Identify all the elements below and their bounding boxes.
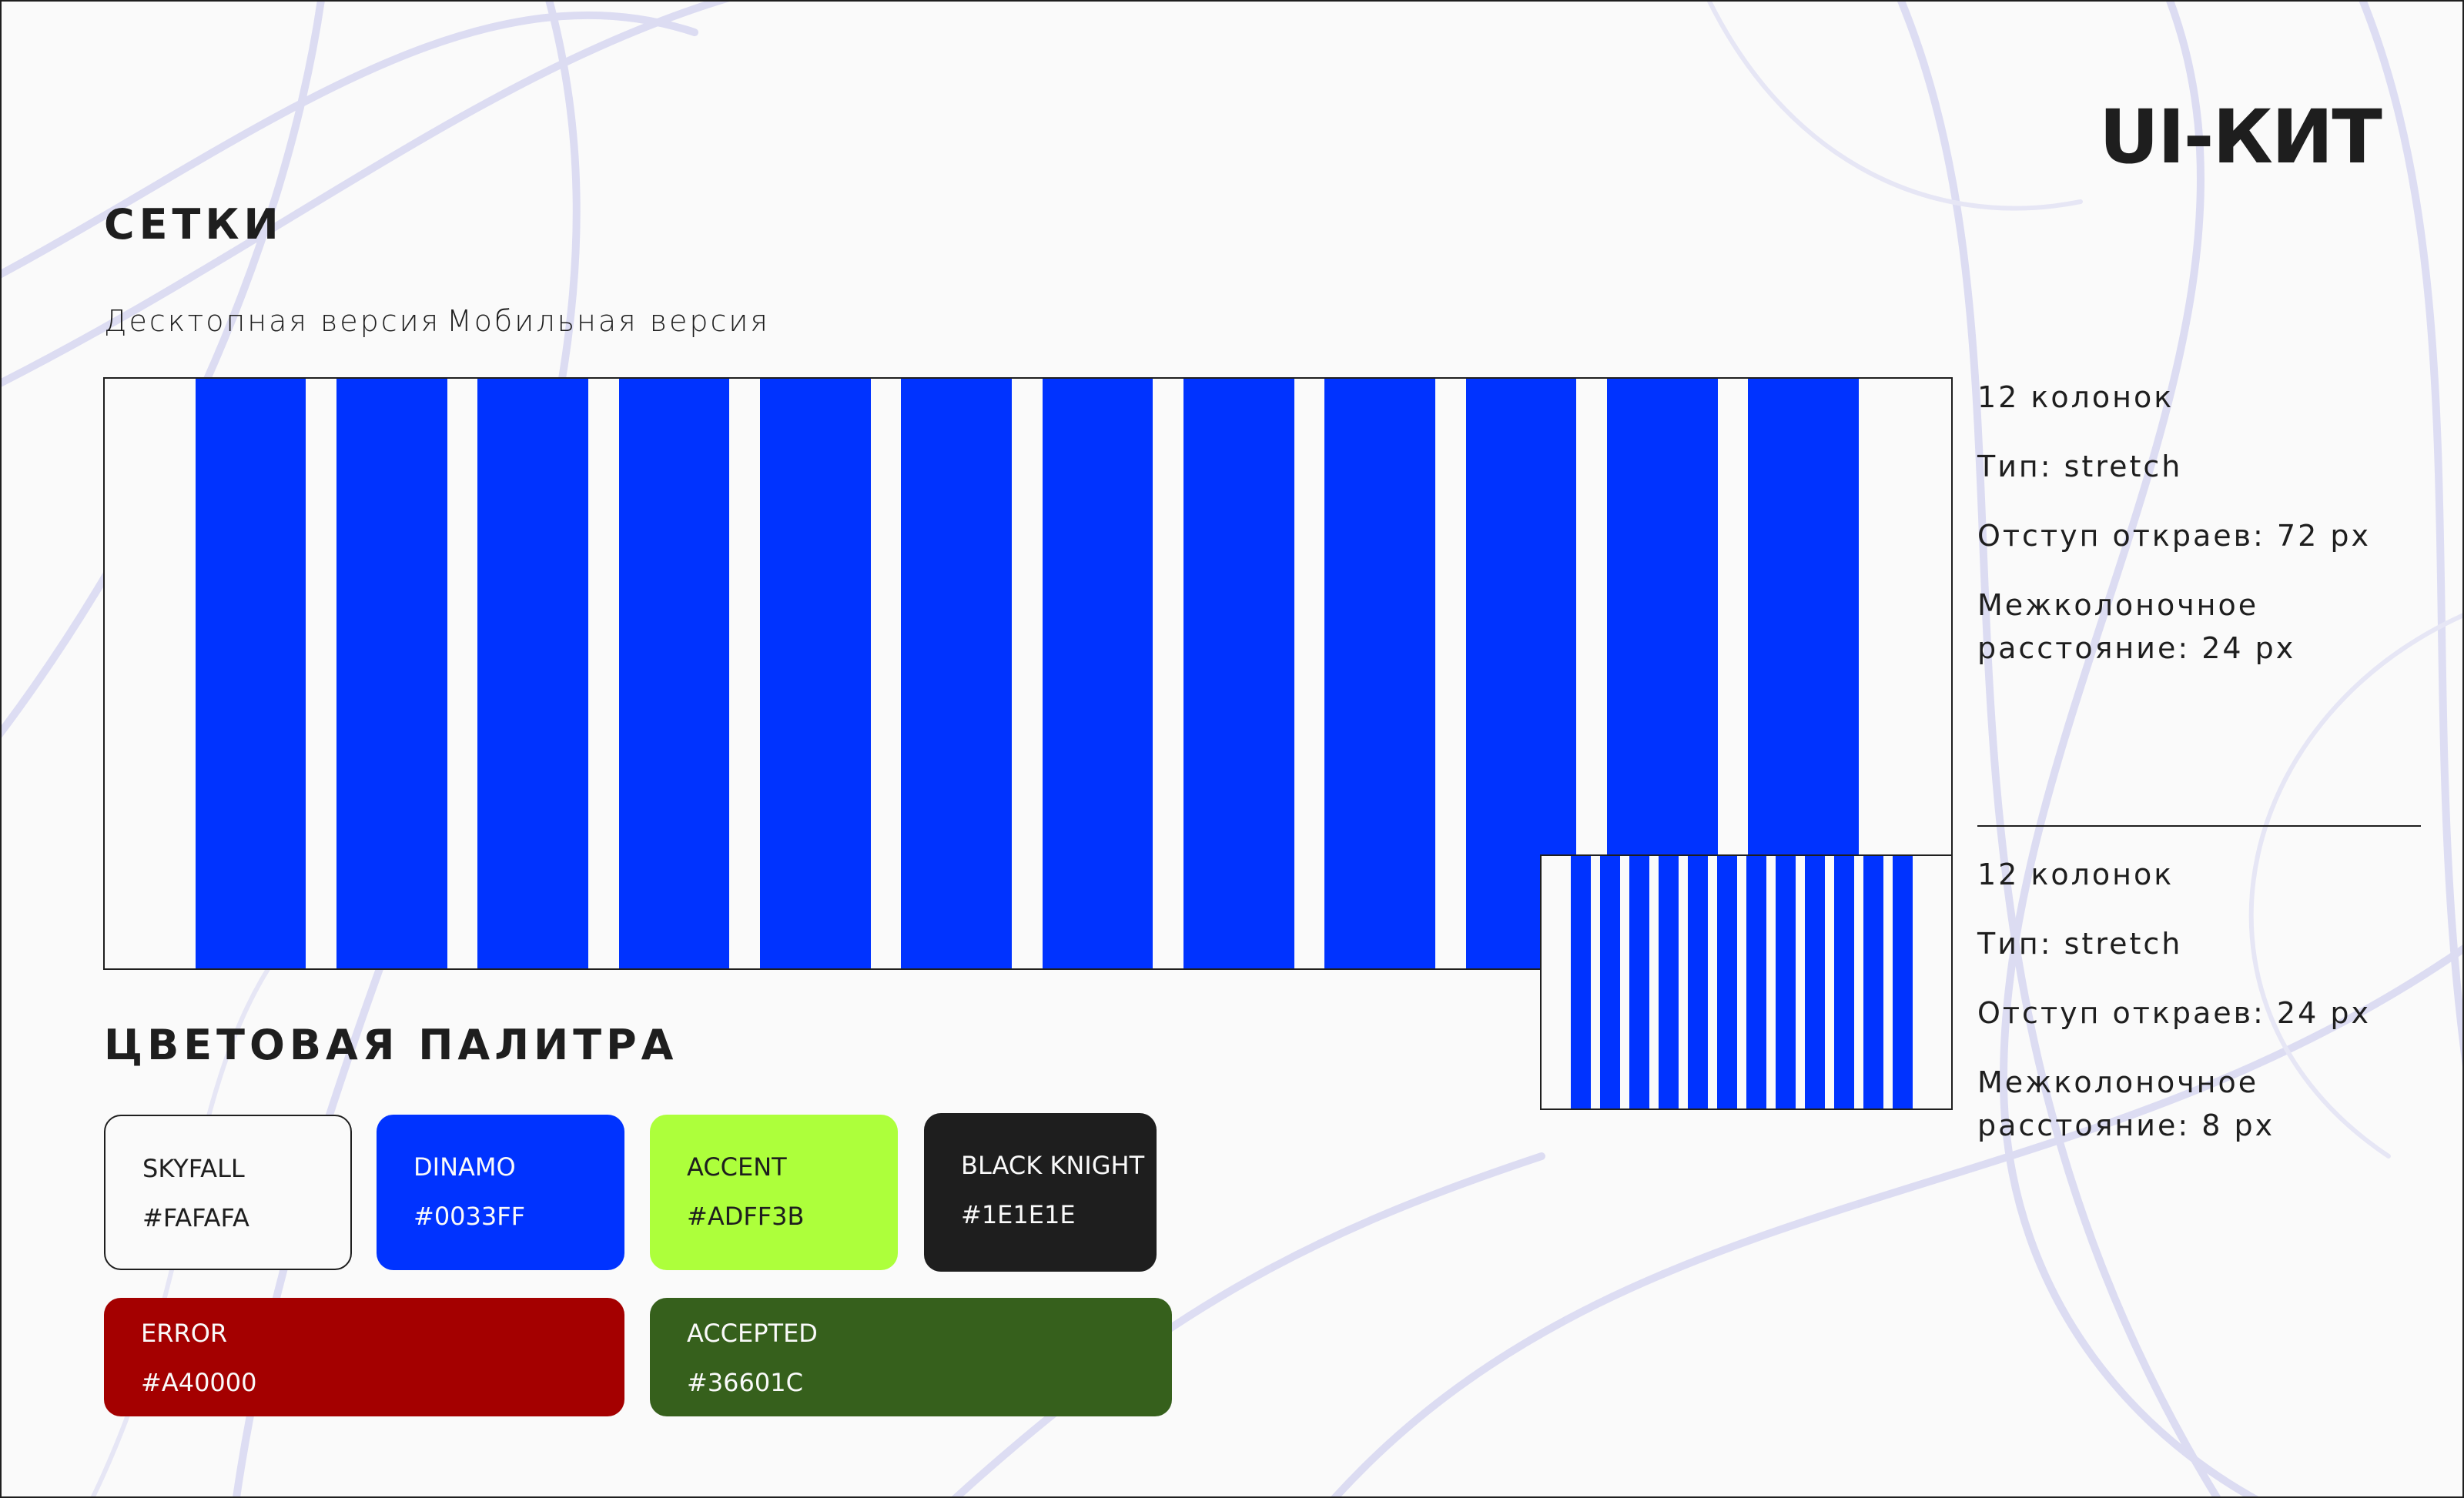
palette-section-title: ЦВЕТОВАЯ ПАЛИТРА bbox=[104, 1021, 678, 1069]
grid-column bbox=[1600, 856, 1620, 1108]
swatch-name: SKYFALL bbox=[142, 1154, 245, 1183]
desktop-grid-specs: 12 колонок Тип: stretch Отступ откраев: … bbox=[1977, 376, 2439, 696]
tab-mobile[interactable]: Мобильная версия bbox=[447, 304, 770, 338]
swatch-hex: #0033FF bbox=[413, 1202, 526, 1231]
grid-column bbox=[1571, 856, 1591, 1108]
grid-column bbox=[1863, 856, 1883, 1108]
swatch-name: DINAMO bbox=[413, 1152, 516, 1182]
grid-column bbox=[1834, 856, 1854, 1108]
swatch-hex: #1E1E1E bbox=[961, 1200, 1076, 1229]
swatch-name: ACCENT bbox=[687, 1152, 787, 1182]
grid-column bbox=[1688, 856, 1708, 1108]
mobile-grid-specs: 12 колонок Тип: stretch Отступ откраев: … bbox=[1977, 853, 2439, 1173]
grid-column bbox=[1043, 379, 1153, 968]
grid-column bbox=[1717, 856, 1737, 1108]
grid-column bbox=[1659, 856, 1679, 1108]
grid-type: Тип: stretch bbox=[1977, 927, 2183, 961]
grid-column bbox=[336, 379, 447, 968]
grid-column bbox=[1776, 856, 1796, 1108]
swatch-skyfall[interactable]: SKYFALL #FAFAFA bbox=[104, 1115, 352, 1270]
columns-count: 12 колонок bbox=[1977, 858, 2174, 891]
mobile-grid-preview bbox=[1540, 854, 1953, 1110]
swatch-name: ERROR bbox=[141, 1319, 228, 1348]
grid-column bbox=[901, 379, 1012, 968]
grid-margin: Отступ откраев: 24 px bbox=[1977, 996, 2371, 1030]
tab-desktop[interactable]: Десктопная версия bbox=[104, 304, 441, 338]
grid-column bbox=[1324, 379, 1435, 968]
grids-section-title: СЕТКИ bbox=[104, 200, 283, 249]
specs-divider bbox=[1977, 825, 2421, 827]
swatch-accepted[interactable]: ACCEPTED #36601C bbox=[650, 1298, 1172, 1416]
grid-column bbox=[1183, 379, 1294, 968]
swatch-error[interactable]: ERROR #A40000 bbox=[104, 1298, 624, 1416]
grid-column bbox=[1629, 856, 1649, 1108]
grid-column bbox=[760, 379, 871, 968]
grid-type: Тип: stretch bbox=[1977, 450, 2183, 483]
swatch-name: ACCEPTED bbox=[687, 1319, 818, 1348]
swatch-name: BLACK KNIGHT bbox=[961, 1151, 1145, 1180]
grid-column bbox=[1893, 856, 1913, 1108]
grid-margin: Отступ откраев: 72 px bbox=[1977, 519, 2371, 553]
swatch-black-knight[interactable]: BLACK KNIGHT #1E1E1E bbox=[924, 1113, 1157, 1272]
swatch-hex: #ADFF3B bbox=[687, 1202, 805, 1231]
grid-gutter: Межколоночное расстояние: 24 px bbox=[1977, 588, 2296, 665]
ui-kit-logo: UI-КИТ bbox=[2099, 94, 2382, 180]
grid-column bbox=[1746, 856, 1766, 1108]
grid-column bbox=[1805, 856, 1825, 1108]
grid-column bbox=[196, 379, 306, 968]
swatch-dinamo[interactable]: DINAMO #0033FF bbox=[377, 1115, 624, 1270]
swatch-accent[interactable]: ACCENT #ADFF3B bbox=[650, 1115, 898, 1270]
grid-column bbox=[477, 379, 588, 968]
swatch-hex: #FAFAFA bbox=[142, 1203, 249, 1232]
columns-count: 12 колонок bbox=[1977, 380, 2174, 414]
grid-gutter: Межколоночное расстояние: 8 px bbox=[1977, 1065, 2275, 1142]
swatch-hex: #A40000 bbox=[141, 1368, 257, 1397]
grid-column bbox=[619, 379, 729, 968]
swatch-hex: #36601C bbox=[687, 1368, 803, 1397]
